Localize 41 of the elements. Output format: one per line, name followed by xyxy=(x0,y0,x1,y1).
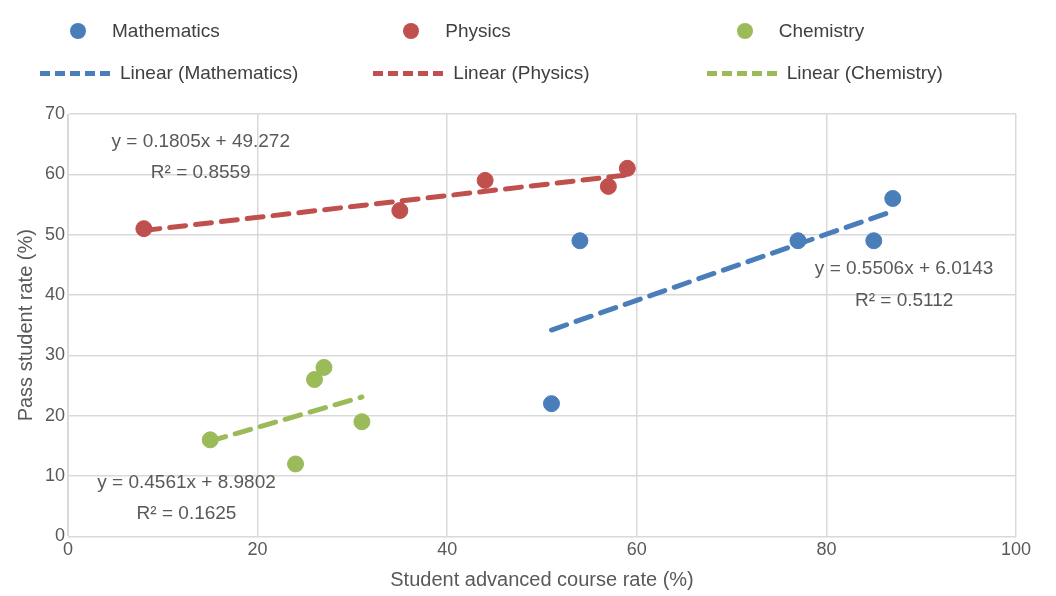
x-tick-label: 40 xyxy=(437,539,458,560)
point xyxy=(353,413,371,431)
y-tick-label: 10 xyxy=(44,465,66,486)
x-tick-label: 60 xyxy=(626,539,647,560)
point xyxy=(599,177,617,195)
point xyxy=(287,455,305,473)
point xyxy=(306,371,323,389)
point xyxy=(884,189,902,207)
y-tick-label: 60 xyxy=(44,163,66,184)
x-tick-label: 100 xyxy=(1000,539,1032,560)
legend-label: Mathematics xyxy=(112,20,220,42)
annotation: R² = 0.1625 xyxy=(136,502,237,524)
x-axis-title: Student advanced course rate (%) xyxy=(390,567,694,590)
annotation: y = 0.1805x + 49.272 xyxy=(111,130,291,152)
legend-label: Physics xyxy=(445,20,511,42)
legend-label: Linear (Physics) xyxy=(453,62,590,84)
y-tick-label: 40 xyxy=(44,284,66,304)
legend-label: Linear (Chemistry) xyxy=(786,62,943,84)
legend-label: Linear (Mathematics) xyxy=(120,62,299,84)
point xyxy=(476,171,494,189)
annotation: y = 0.4561x + 8.9802 xyxy=(97,471,276,493)
annotation: y = 0.5506x + 6.0143 xyxy=(814,257,994,279)
annotation: R² = 0.5112 xyxy=(854,288,954,310)
annotation: R² = 0.8559 xyxy=(150,161,251,183)
point xyxy=(542,395,560,413)
point xyxy=(391,202,409,220)
point xyxy=(571,232,589,250)
point xyxy=(315,358,333,376)
y-axis-title: Pass student rate (%) xyxy=(13,229,36,422)
y-tick-label: 50 xyxy=(44,223,66,244)
x-tick-label: 80 xyxy=(816,539,837,560)
point xyxy=(201,431,219,449)
y-tick-label: 70 xyxy=(44,102,66,123)
legend-label: Chemistry xyxy=(778,20,865,42)
y-tick-label: 20 xyxy=(44,404,66,425)
point xyxy=(618,159,636,177)
point xyxy=(865,232,883,250)
point xyxy=(135,220,153,238)
point xyxy=(789,232,807,250)
y-tick-label: 30 xyxy=(44,344,66,365)
x-tick-label: 20 xyxy=(247,539,268,560)
